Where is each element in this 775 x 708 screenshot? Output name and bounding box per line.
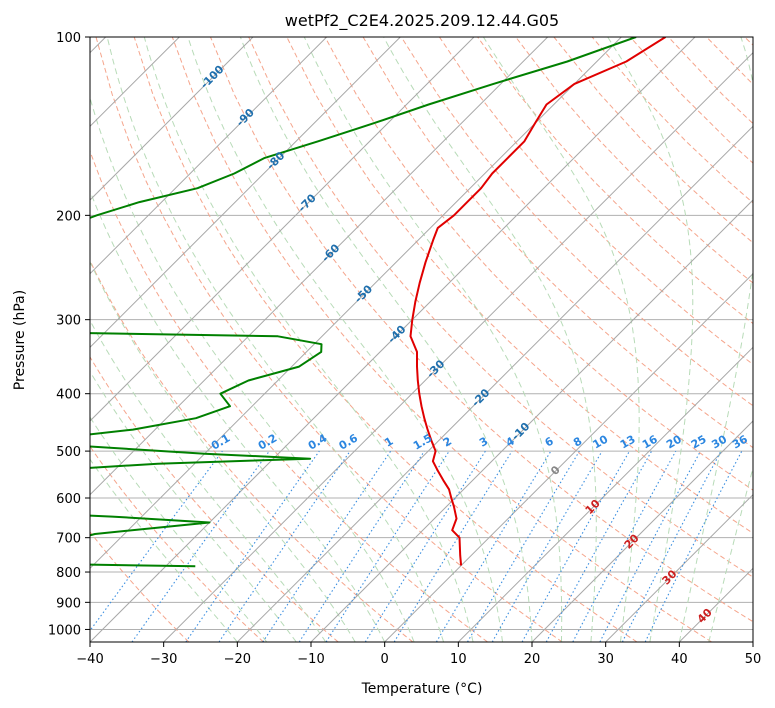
moist-adiabat: [90, 260, 356, 642]
dry-adiabat: [90, 445, 264, 642]
x-tick-label: 10: [450, 652, 467, 667]
moist-adiabat: [607, 37, 694, 642]
isotherm-line: [236, 125, 753, 642]
dry-adiabat: [171, 37, 712, 642]
mixing-ratio-line: [545, 450, 653, 642]
mixing-ratio-line: [572, 450, 677, 642]
moist-adiabat: [90, 319, 327, 642]
isotherm-line: [531, 420, 753, 642]
moist-adiabat: [708, 466, 753, 642]
x-tick-label: 0: [381, 652, 389, 667]
moist-adiabat: [678, 37, 753, 642]
x-tick-label: 40: [671, 652, 688, 667]
y-axis-ticks: 100 200 300 400 500 600 700 800 900 1000: [48, 31, 90, 638]
y-tick-label: 200: [56, 209, 81, 224]
mixing-ratio-line: [393, 450, 513, 642]
mixing-ratio-line: [521, 450, 630, 642]
isotherm-line: [457, 346, 753, 642]
y-tick-label: 800: [56, 566, 81, 581]
x-tick-label: −30: [150, 652, 177, 667]
dry-adiabat: [95, 37, 563, 642]
isotherm-line: [384, 272, 753, 642]
isotherm-line: [90, 37, 549, 496]
moist-adiabat: [90, 370, 297, 642]
moist-adiabat: [90, 416, 268, 642]
series-layer: [90, 37, 667, 568]
dry-adiabat: [438, 37, 753, 365]
isotherm-line: [163, 51, 753, 642]
moist-adiabat: [90, 189, 386, 642]
isotherm-line: [90, 37, 328, 275]
dry-adiabat: [90, 356, 339, 642]
y-tick-label: 400: [56, 388, 81, 403]
y-tick-label: 100: [56, 31, 81, 46]
moist-adiabat: [143, 37, 474, 642]
dry-adiabat: [90, 149, 488, 642]
temperature-profile-line: [409, 37, 667, 566]
moist-adiabat: [90, 458, 238, 642]
chart-title: wetPf2_C2E4.2025.209.12.44.G05: [285, 11, 559, 31]
x-tick-label: 50: [745, 652, 762, 667]
y-tick-label: 600: [56, 492, 81, 507]
moist-adiabat: [187, 37, 503, 642]
y-tick-label: 300: [56, 314, 81, 329]
mixing-ratio-line: [262, 450, 392, 642]
mixing-ratio-line: [644, 450, 743, 642]
mixing-ratio-line: [185, 450, 320, 642]
moist-adiabat: [383, 37, 597, 642]
y-tick-label: 900: [56, 596, 81, 611]
isotherm-line: [310, 199, 753, 642]
y-axis-title: Pressure (hPa): [12, 290, 28, 390]
x-tick-label: −40: [76, 652, 103, 667]
x-tick-label: −10: [297, 652, 324, 667]
dry-adiabat: [133, 37, 638, 642]
plot-frame: [89, 36, 754, 643]
dry-adiabat: [210, 37, 753, 623]
x-axis-title: Temperature (°C): [361, 681, 483, 697]
x-axis-ticks: −40 −30 −20 −10 0 10 20 30 40 50: [76, 642, 761, 667]
x-tick-label: −20: [224, 652, 251, 667]
isotherm-line: [90, 37, 475, 422]
y-tick-label: 1000: [48, 623, 81, 638]
isotherm-line: [605, 493, 753, 642]
isotherm-line: [90, 37, 696, 642]
background-lines: [90, 37, 753, 642]
mixing-ratio-line: [298, 450, 425, 642]
moist-adiabat: [303, 37, 563, 642]
isotherm-line: [90, 37, 401, 349]
isotherm-line: [90, 37, 254, 201]
mixing-ratio-line: [131, 450, 270, 642]
mixing-ratio-line: [218, 450, 351, 642]
dry-adiabat: [515, 37, 753, 284]
dry-adiabat: [400, 37, 753, 407]
y-tick-label: 500: [56, 445, 81, 460]
mixing-ratio-line: [325, 450, 450, 642]
dewpoint-profile-line: [90, 37, 637, 568]
moist-adiabat: [106, 37, 445, 642]
mixing-ratio-line: [90, 450, 223, 632]
dry-adiabat: [324, 37, 753, 491]
x-tick-label: 20: [524, 652, 541, 667]
y-tick-label: 700: [56, 532, 81, 547]
dry-adiabat: [90, 531, 190, 642]
moist-adiabat: [482, 37, 640, 642]
x-tick-label: 30: [597, 652, 614, 667]
isotherm-line: [90, 37, 622, 570]
dry-adiabat: [248, 37, 753, 578]
moist-adiabat: [239, 37, 533, 642]
